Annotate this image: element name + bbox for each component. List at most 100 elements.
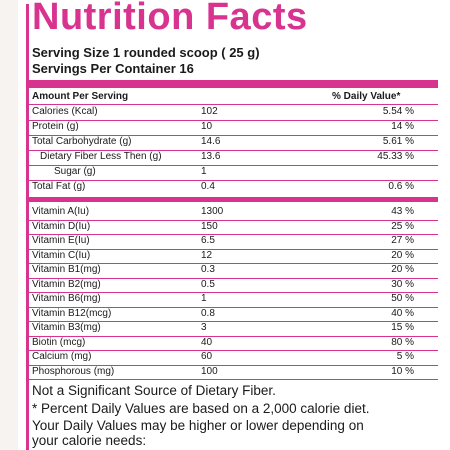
nutrient-daily-value: 10 % (391, 365, 414, 377)
nutrient-row: Vitamin B1(mg) 0.3 20 % (26, 263, 438, 278)
nutrient-amount: 1 (201, 166, 207, 177)
row-divider (26, 321, 438, 322)
nutrient-amount: 100 (201, 365, 218, 377)
nutrient-row: Total Fat (g) 0.4 0.6 % (26, 180, 438, 195)
nutrient-name: Protein (g) (32, 121, 79, 132)
row-divider (26, 292, 438, 293)
nutrient-row: Calcium (mg) 60 5 % (26, 350, 438, 365)
nutrient-name: Vitamin B1(mg) (32, 264, 101, 275)
nutrient-name: Total Carbohydrate (g) (32, 136, 132, 147)
label-border (26, 4, 444, 450)
nutrient-amount: 12 (201, 249, 213, 261)
nutrient-name: Vitamin A(Iu) (32, 206, 90, 217)
row-divider (26, 219, 438, 221)
nutrient-amount: 60 (201, 351, 213, 362)
nutrient-row: Calories (Kcal) 102 5.54 % (26, 105, 438, 120)
row-divider (26, 364, 438, 366)
row-divider (26, 234, 438, 235)
nutrient-name: Vitamin C(Iu) (32, 249, 91, 261)
nutrient-row: Sugar (g) 1 (26, 165, 438, 180)
nutrient-daily-value: 5.54 % (382, 106, 414, 117)
row-divider (26, 120, 438, 121)
nutrient-amount: 1 (201, 293, 207, 304)
nutrient-daily-value: 15 % (391, 322, 414, 333)
nutrient-amount: 13.6 (201, 151, 221, 162)
nutrient-amount: 0.3 (201, 264, 215, 275)
nutrient-amount: 14.6 (201, 136, 221, 147)
nutrient-amount: 150 (201, 220, 218, 232)
row-divider (26, 248, 438, 250)
serving-size: Serving Size 1 rounded scoop ( 25 g) (32, 45, 260, 60)
nutrient-daily-value: 20 % (391, 249, 414, 261)
footnote-variation: Your Daily Values may be higher or lower… (32, 418, 364, 433)
row-divider (26, 180, 438, 181)
nutrient-name: Vitamin E(Iu) (32, 235, 90, 246)
row-divider (26, 350, 438, 351)
daily-value-header: % Daily Value* (332, 91, 401, 102)
row-divider (26, 335, 438, 337)
nutrient-name: Vitamin B6(mg) (32, 293, 101, 304)
nutrient-name: Biotin (mcg) (32, 336, 86, 348)
servings-per-container: Servings Per Container 16 (32, 61, 194, 76)
nutrient-row: Vitamin B12(mcg) 0.8 40 % (26, 307, 438, 322)
nutrient-daily-value: 0.6 % (388, 181, 414, 192)
nutrient-daily-value: 43 % (391, 206, 414, 217)
nutrient-amount: 40 (201, 336, 213, 348)
row-divider (26, 277, 438, 279)
row-divider (26, 306, 438, 308)
nutrient-row: Biotin (mcg) 40 80 % (26, 336, 438, 351)
nutrient-name: Vitamin D(Iu) (32, 220, 91, 232)
footnote-calorie-needs: your calorie needs: (32, 433, 147, 448)
nutrient-name: Phosphorous (mg) (32, 365, 115, 377)
row-divider (26, 379, 438, 380)
nutrient-row: Vitamin B3(mg) 3 15 % (26, 321, 438, 336)
nutrient-name: Vitamin B3(mg) (32, 322, 101, 333)
nutrient-amount: 0.5 (201, 278, 215, 290)
nutrient-name: Dietary Fiber Less Then (g) (40, 151, 162, 162)
nutrient-daily-value: 25 % (391, 220, 414, 232)
row-divider (26, 165, 438, 166)
thick-divider (26, 80, 438, 88)
nutrient-row: Vitamin D(Iu) 150 25 % (26, 220, 438, 235)
row-divider (26, 104, 438, 105)
nutrient-daily-value: 80 % (391, 336, 414, 348)
nutrient-row: Vitamin C(Iu) 12 20 % (26, 249, 438, 264)
background-edge (0, 0, 18, 450)
footnote-daily-values: * Percent Daily Values are based on a 2,… (32, 401, 370, 416)
nutrient-row: Vitamin A(Iu) 1300 43 % (26, 205, 438, 220)
row-divider (26, 150, 438, 151)
nutrient-name: Calories (Kcal) (32, 106, 98, 117)
footnote-fiber: Not a Significant Source of Dietary Fibe… (32, 383, 276, 398)
nutrient-row: Vitamin B2(mg) 0.5 30 % (26, 278, 438, 293)
nutrient-name: Sugar (g) (54, 166, 96, 177)
nutrient-daily-value: 30 % (391, 278, 414, 290)
nutrient-daily-value: 5 % (396, 351, 414, 362)
nutrient-name: Vitamin B12(mcg) (32, 307, 112, 319)
nutrient-amount: 102 (201, 106, 218, 117)
nutrient-daily-value: 5.61 % (382, 136, 414, 147)
nutrient-name: Vitamin B2(mg) (32, 278, 101, 290)
nutrient-row: Phosphorous (mg) 100 10 % (26, 365, 438, 380)
nutrient-row: Vitamin E(Iu) 6.5 27 % (26, 234, 438, 249)
thick-divider (26, 197, 438, 202)
nutrient-daily-value: 14 % (391, 121, 414, 132)
nutrient-amount: 6.5 (201, 235, 215, 246)
amount-header: Amount Per Serving (32, 91, 129, 102)
row-divider (26, 263, 438, 264)
nutrient-amount: 10 (201, 121, 213, 132)
nutrient-daily-value: 20 % (391, 264, 414, 275)
nutrient-name: Calcium (mg) (32, 351, 92, 362)
nutrient-daily-value: 27 % (391, 235, 414, 246)
nutrient-amount: 0.8 (201, 307, 215, 319)
nutrient-amount: 1300 (201, 206, 224, 217)
nutrient-amount: 0.4 (201, 181, 215, 192)
nutrient-row: Total Carbohydrate (g) 14.6 5.61 % (26, 135, 438, 150)
nutrient-daily-value: 50 % (391, 293, 414, 304)
label-title: Nutrition Facts (32, 0, 308, 38)
nutrient-row: Vitamin B6(mg) 1 50 % (26, 292, 438, 307)
nutrient-row: Dietary Fiber Less Then (g) 13.6 45.33 % (26, 150, 438, 165)
nutrient-amount: 3 (201, 322, 207, 333)
nutrient-daily-value: 40 % (391, 307, 414, 319)
nutrient-daily-value: 45.33 % (377, 151, 414, 162)
nutrient-name: Total Fat (g) (32, 181, 86, 192)
